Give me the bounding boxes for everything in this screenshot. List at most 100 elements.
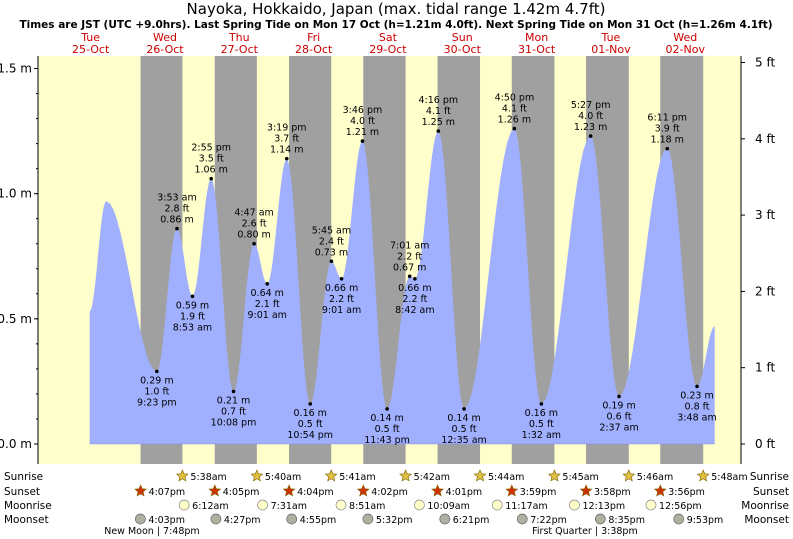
tide-time: 1:32 am	[522, 430, 561, 441]
tide-point	[462, 407, 466, 411]
tide-ft: 4.0 ft	[350, 116, 375, 127]
tide-point	[695, 384, 699, 389]
day-date: 26-Oct	[146, 43, 184, 56]
moon-phase-label: First Quarter | 3:38pm	[532, 526, 638, 537]
day-name: Tue	[80, 31, 100, 44]
high-tide-label: 2:55 pm3.5 ft1.06 m	[191, 143, 231, 181]
moonset-icon	[594, 513, 606, 525]
day-name: Sun	[452, 31, 473, 44]
moonset-icon	[362, 513, 374, 525]
tide-height-area	[89, 128, 715, 444]
sunrise-time: 5:41am	[339, 472, 375, 483]
high-tide-label: 4:50 pm4.1 ft1.26 m	[495, 93, 534, 131]
tide-m: 0.67 m	[393, 262, 426, 273]
moonset-icon	[210, 513, 222, 525]
row-label-left: Moonset	[4, 514, 49, 526]
high-tide-label: 3:46 pm4.0 ft1.21 m	[343, 105, 383, 143]
tide-m: 0.86 m	[160, 215, 193, 226]
tide-point	[252, 241, 256, 246]
tide-point	[360, 139, 365, 143]
tide-time: 3:48 am	[677, 412, 716, 423]
sunset-icon	[653, 484, 667, 497]
sunrise-icon	[399, 469, 413, 482]
row-label-left: Sunrise	[4, 471, 43, 483]
tide-point	[175, 226, 179, 231]
tide-m: 0.21 m	[217, 395, 250, 406]
tide-ft: 0.5 ft	[529, 419, 554, 430]
tide-time: 4:47 am	[234, 208, 273, 219]
tide-point	[155, 369, 159, 374]
tide-ft: 0.5 ft	[375, 424, 400, 435]
sun-moon-rows: Sunrise Sunrise Sunset Sunset Moonrise Moonri…	[4, 469, 789, 537]
sunset-time: 4:01pm	[446, 487, 483, 498]
tide-time: 4:16 pm	[419, 95, 459, 106]
tide-ft: 1.0 ft	[144, 386, 169, 397]
day-date: 31-Oct	[518, 43, 556, 56]
tide-point	[265, 281, 270, 286]
moon-phase-label: New Moon | 7:48pm	[104, 526, 199, 537]
moonset-time: 9:53pm	[687, 515, 724, 526]
day-labels: Tue25-OctWed26-OctThu27-OctFri28-OctSat2…	[72, 31, 705, 56]
day-name: Wed	[673, 31, 697, 44]
day-name: Thu	[228, 31, 250, 44]
tide-ft: 4.1 ft	[426, 106, 451, 117]
tide-ft: 4.0 ft	[578, 111, 603, 122]
tide-point	[413, 276, 417, 281]
low-tide-label: 0.23 m0.8 ft3:48 am	[677, 384, 717, 423]
tide-ft: 3.5 ft	[199, 154, 224, 165]
tide-time: 2:37 am	[599, 422, 638, 433]
moonrise-time: 10:09am	[427, 501, 469, 512]
row-label-left: Moonrise	[4, 500, 52, 512]
sunset-time: 4:04pm	[297, 487, 334, 498]
tide-point	[329, 259, 334, 264]
tide-time: 3:19 pm	[267, 123, 307, 134]
day-name: Tue	[601, 31, 621, 44]
tide-time: 10:08 pm	[211, 417, 257, 428]
tide-point	[436, 129, 441, 133]
day-name: Sat	[379, 31, 398, 44]
moonset-time: 7:22pm	[530, 515, 567, 526]
chart-subtitle: Times are JST (UTC +9.0hrs). Last Spring…	[19, 19, 772, 31]
day-date: 30-Oct	[444, 43, 482, 56]
moonrise-time: 7:31am	[271, 501, 307, 512]
low-tide-label: 0.16 m0.5 ft1:32 am	[522, 402, 561, 441]
tide-time: 9:23 pm	[137, 397, 177, 408]
tide-ft: 0.7 ft	[221, 406, 246, 417]
tide-m: 1.06 m	[194, 165, 227, 176]
left-tick-label: 1.0 m	[0, 187, 32, 201]
moonset-icon	[516, 513, 528, 525]
tide-labels: 0.29 m1.0 ft9:23 pm3:53 am2.8 ft0.86 m0.…	[137, 93, 717, 446]
row-label-left: Sunset	[4, 486, 40, 498]
sunset-time: 3:59pm	[520, 487, 557, 498]
tide-m: 1.21 m	[346, 127, 379, 138]
sunset-time: 3:58pm	[594, 487, 631, 498]
tide-time: 7:01 am	[390, 240, 429, 251]
tide-m: 0.66 m	[398, 283, 431, 294]
sunrise-time: 5:40am	[265, 472, 301, 483]
tide-time: 3:46 pm	[343, 105, 383, 116]
right-tick-label: 4 ft	[755, 132, 775, 146]
tide-point	[588, 134, 593, 138]
tide-m: 0.16 m	[294, 408, 327, 419]
sunrise-time: 5:48am	[711, 472, 747, 483]
low-tide-label: 0.19 m0.6 ft2:37 am	[599, 394, 639, 433]
moonrise-icon	[335, 499, 347, 511]
moonset-icon	[439, 513, 451, 525]
moonset-icon	[673, 513, 685, 525]
sunrise-icon	[324, 469, 338, 482]
sunrise-time: 5:45am	[562, 472, 598, 483]
tide-time: 3:53 am	[157, 193, 196, 204]
tide-point	[665, 146, 670, 151]
sunrise-icon	[696, 469, 710, 482]
left-tick-label: 1.5 m	[0, 62, 32, 76]
tide-m: 1.14 m	[270, 145, 303, 156]
row-label-right: Sunset	[753, 486, 789, 498]
sunset-time: 4:07pm	[149, 487, 186, 498]
high-tide-label: 4:47 am2.6 ft0.80 m	[234, 208, 274, 246]
sunrise-icon	[622, 469, 636, 482]
tide-time: 6:11 pm	[647, 113, 687, 124]
day-name: Fri	[307, 31, 320, 44]
row-label-right: Sunrise	[750, 471, 789, 483]
